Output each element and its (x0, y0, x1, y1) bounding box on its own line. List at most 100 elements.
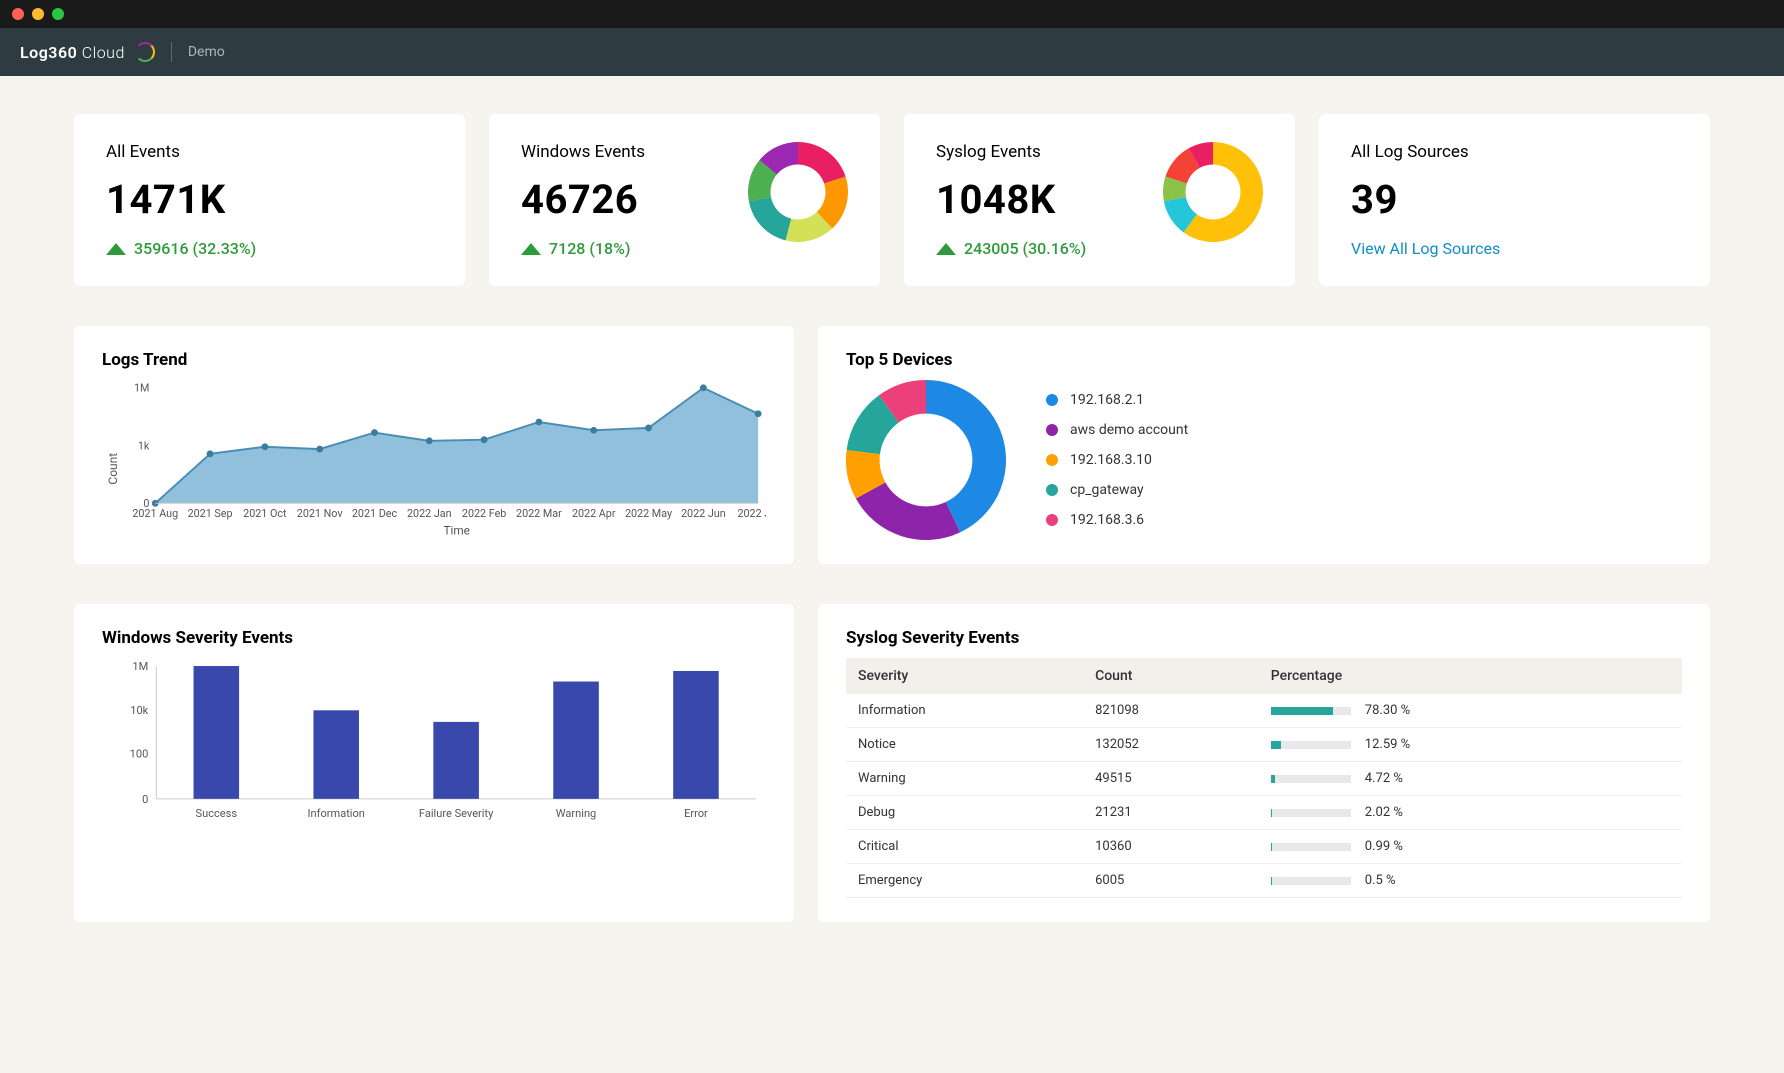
svg-text:10k: 10k (130, 704, 148, 717)
maximize-icon[interactable] (52, 8, 64, 20)
product-logo: Log360 Cloud (20, 43, 125, 62)
percentage-label: 12.59 % (1365, 737, 1410, 752)
kpi-donut-icon (1163, 142, 1263, 242)
progress-bar (1271, 877, 1351, 885)
severity-cell: Critical (846, 830, 1083, 864)
logs-trend-title: Logs Trend (102, 350, 766, 370)
legend-item: aws demo account (1046, 422, 1188, 438)
product-suffix: Cloud (82, 43, 125, 62)
progress-bar (1271, 741, 1351, 749)
view-all-link[interactable]: View All Log Sources (1351, 239, 1678, 258)
kpi-delta: 243005 (30.16%) (936, 239, 1163, 258)
svg-text:2022 Jul: 2022 Jul (737, 507, 766, 520)
kpi-value: 46726 (521, 176, 748, 223)
svg-text:2021 Dec: 2021 Dec (352, 507, 398, 520)
count-cell: 821098 (1083, 694, 1259, 728)
svg-text:2022 Apr: 2022 Apr (572, 507, 616, 520)
svg-text:1k: 1k (138, 439, 150, 452)
svg-text:2021 Sep: 2021 Sep (188, 507, 233, 520)
top5-card: Top 5 Devices 192.168.2.1aws demo accoun… (818, 326, 1710, 564)
svg-text:2022 Mar: 2022 Mar (516, 507, 562, 520)
syslog-severity-table: SeverityCountPercentage Information 8210… (846, 658, 1682, 898)
kpi-delta: 359616 (32.33%) (106, 239, 433, 258)
minimize-icon[interactable] (32, 8, 44, 20)
percentage-cell: 2.02 % (1259, 796, 1682, 830)
svg-text:1M: 1M (132, 660, 148, 673)
percentage-cell: 4.72 % (1259, 762, 1682, 796)
percentage-cell: 0.5 % (1259, 864, 1682, 898)
kpi-card: Syslog Events 1048K 243005 (30.16%) (904, 114, 1295, 286)
table-header: Percentage (1259, 658, 1682, 694)
legend-label: aws demo account (1070, 422, 1188, 438)
svg-text:2022 Feb: 2022 Feb (462, 507, 506, 520)
kpi-card: All Events 1471K 359616 (32.33%) (74, 114, 465, 286)
progress-bar (1271, 775, 1351, 783)
kpi-value: 1048K (936, 176, 1163, 223)
svg-text:Error: Error (684, 807, 708, 820)
legend-dot-icon (1046, 514, 1058, 526)
logs-trend-yaxis: Count (102, 380, 120, 537)
severity-cell: Debug (846, 796, 1083, 830)
legend-item: 192.168.3.6 (1046, 512, 1188, 528)
percentage-cell: 0.99 % (1259, 830, 1682, 864)
arrow-up-icon (936, 243, 956, 255)
svg-text:2022 May: 2022 May (625, 507, 672, 520)
svg-text:1M: 1M (134, 382, 149, 395)
count-cell: 10360 (1083, 830, 1259, 864)
legend-item: 192.168.3.10 (1046, 452, 1188, 468)
top5-legend: 192.168.2.1 aws demo account 192.168.3.10 c… (1046, 392, 1188, 528)
arrow-up-icon (106, 243, 126, 255)
kpi-value: 1471K (106, 176, 433, 223)
kpi-title: Syslog Events (936, 142, 1163, 162)
percentage-label: 0.5 % (1365, 873, 1396, 888)
logs-trend-chart: 1M1k02021 Aug2021 Sep2021 Oct2021 Nov202… (120, 380, 766, 537)
table-header: Count (1083, 658, 1259, 694)
close-icon[interactable] (12, 8, 24, 20)
severity-cell: Notice (846, 728, 1083, 762)
svg-text:2021 Aug: 2021 Aug (132, 507, 178, 520)
kpi-title: All Events (106, 142, 433, 162)
svg-text:Warning: Warning (556, 807, 596, 820)
percentage-label: 0.99 % (1365, 839, 1403, 854)
windows-severity-chart: 1M10k1000SuccessInformationFailure Sever… (102, 658, 766, 829)
app-header: Log360 Cloud Demo (0, 28, 1784, 76)
table-row: Notice 132052 12.59 % (846, 728, 1682, 762)
window-chrome (0, 0, 1784, 28)
svg-text:100: 100 (130, 748, 149, 761)
progress-bar (1271, 843, 1351, 851)
count-cell: 6005 (1083, 864, 1259, 898)
demo-badge: Demo (188, 44, 225, 60)
svg-text:0: 0 (142, 793, 148, 806)
windows-severity-card: Windows Severity Events 1M10k1000Success… (74, 604, 794, 922)
svg-text:2021 Nov: 2021 Nov (297, 507, 344, 520)
legend-dot-icon (1046, 454, 1058, 466)
count-cell: 49515 (1083, 762, 1259, 796)
kpi-title: All Log Sources (1351, 142, 1678, 162)
syslog-severity-title: Syslog Severity Events (846, 628, 1682, 648)
table-row: Warning 49515 4.72 % (846, 762, 1682, 796)
table-header: Severity (846, 658, 1083, 694)
severity-cell: Emergency (846, 864, 1083, 898)
percentage-label: 4.72 % (1365, 771, 1403, 786)
legend-label: cp_gateway (1070, 482, 1144, 498)
percentage-cell: 12.59 % (1259, 728, 1682, 762)
legend-item: cp_gateway (1046, 482, 1188, 498)
progress-bar (1271, 809, 1351, 817)
percentage-label: 2.02 % (1365, 805, 1403, 820)
logo-swirl-icon (135, 42, 155, 62)
table-row: Critical 10360 0.99 % (846, 830, 1682, 864)
table-row: Debug 21231 2.02 % (846, 796, 1682, 830)
percentage-cell: 78.30 % (1259, 694, 1682, 728)
dashboard-content: All Events 1471K359616 (32.33%) Windows … (0, 76, 1784, 982)
legend-item: 192.168.2.1 (1046, 392, 1188, 408)
product-name: Log360 (20, 43, 77, 62)
svg-text:Success: Success (196, 807, 238, 820)
legend-dot-icon (1046, 424, 1058, 436)
divider (171, 42, 172, 62)
legend-dot-icon (1046, 394, 1058, 406)
svg-text:2022 Jun: 2022 Jun (681, 507, 726, 520)
svg-text:Failure Severity: Failure Severity (419, 807, 494, 820)
kpi-row: All Events 1471K359616 (32.33%) Windows … (74, 114, 1710, 286)
kpi-donut-icon (748, 142, 848, 242)
legend-label: 192.168.3.6 (1070, 512, 1144, 528)
